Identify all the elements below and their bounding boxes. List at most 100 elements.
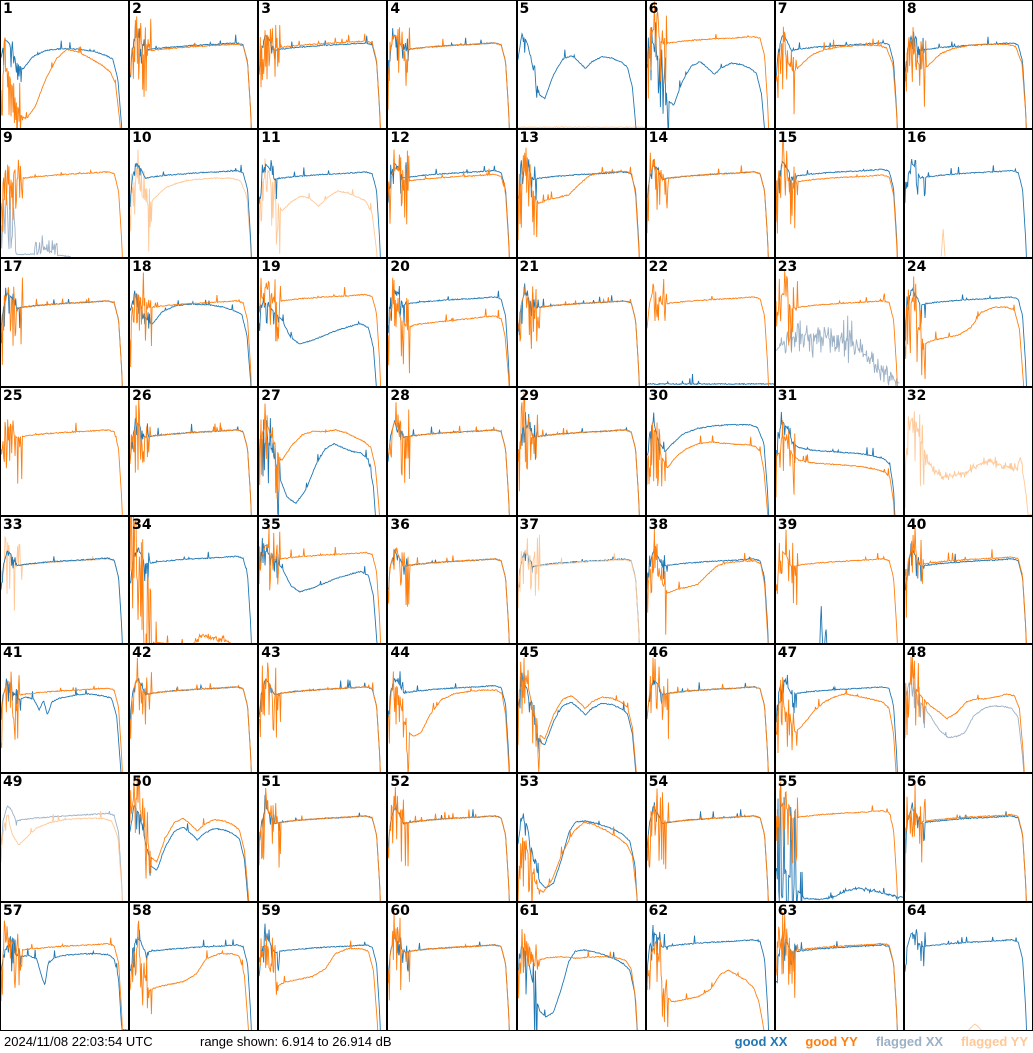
trace-yy	[517, 392, 640, 515]
trace-yy	[259, 277, 382, 386]
panel-number: 15	[777, 129, 798, 146]
trace-xx	[775, 32, 898, 128]
panel-number: 59	[261, 903, 281, 920]
trace-yy	[646, 788, 769, 902]
panel-number: 14	[648, 129, 669, 146]
trace-xx	[904, 929, 1027, 1030]
bandpass-panel-28: 28	[388, 387, 516, 515]
panel-number: 39	[777, 516, 798, 533]
trace-yy	[388, 401, 511, 515]
trace-xx	[646, 540, 769, 644]
bandpass-plot	[388, 401, 511, 515]
bandpass-panel-15: 15	[775, 129, 903, 257]
bandpass-panel-46: 46	[646, 645, 774, 773]
legend-flagged-xx: flagged XX	[875, 1034, 944, 1049]
panel-number: 30	[648, 387, 669, 404]
trace-yy	[775, 677, 897, 773]
bandpass-panel-30: 30	[646, 387, 774, 515]
trace-xx	[1, 38, 123, 128]
bandpass-plot	[388, 546, 511, 644]
bandpass-plot	[1, 418, 123, 515]
trace-yy	[259, 525, 382, 644]
bandpass-plot	[517, 283, 640, 386]
bandpass-plot	[646, 278, 774, 386]
bandpass-plot	[775, 675, 898, 773]
bandpass-panel-52: 52	[388, 774, 516, 902]
trace-xx	[388, 419, 511, 515]
bandpass-panel-35: 35	[259, 516, 387, 644]
bandpass-plot	[130, 149, 252, 257]
trace-yy	[388, 787, 511, 902]
trace-fyy	[130, 149, 252, 257]
bandpass-panel-39: 39	[775, 516, 903, 644]
trace-fxx	[904, 674, 1025, 773]
trace-yy	[1, 277, 123, 386]
bandpass-panel-44: 44	[388, 645, 516, 773]
trace-xx	[1, 287, 123, 386]
trace-xx	[517, 32, 636, 128]
bandpass-plot	[259, 788, 382, 902]
bandpass-panel-16: 16	[904, 129, 1032, 257]
panel-number: 57	[3, 903, 23, 920]
bandpass-plot	[388, 911, 511, 1030]
bandpass-panel-11: 11	[259, 129, 387, 257]
bandpass-plot	[646, 1, 769, 128]
trace-fxx	[1, 193, 71, 257]
trace-yy	[130, 16, 252, 128]
bandpass-panel-56: 56	[904, 774, 1032, 902]
panel-number: 54	[648, 774, 669, 791]
bandpass-panel-33: 33	[1, 516, 129, 644]
panel-number: 37	[519, 516, 539, 533]
panel-number: 17	[3, 258, 23, 275]
trace-yy	[1, 672, 123, 773]
bandpass-plot	[1, 805, 123, 902]
bandpass-panel-47: 47	[775, 645, 903, 773]
trace-yy	[517, 821, 638, 902]
panel-number: 44	[390, 645, 410, 662]
bandpass-plot	[259, 525, 382, 644]
bandpass-panel-64: 64	[904, 903, 1032, 1030]
trace-xx	[130, 25, 252, 128]
legend-good-xx: good XX	[734, 1034, 788, 1049]
trace-xx	[130, 546, 252, 644]
bandpass-plot	[259, 403, 381, 515]
trace-yy	[388, 277, 510, 386]
bandpass-panel-31: 31	[775, 387, 903, 515]
trace-xx	[646, 22, 765, 128]
trace-yy	[130, 920, 249, 1030]
panel-number: 32	[906, 387, 927, 404]
bandpass-plot	[388, 27, 511, 128]
bandpass-plot	[1, 920, 129, 1030]
bandpass-plot	[388, 787, 511, 902]
trace-xx	[130, 678, 252, 773]
bandpass-plot	[1, 159, 123, 257]
trace-xx	[388, 671, 511, 773]
panel-number: 27	[261, 387, 281, 404]
bandpass-panel-42: 42	[130, 645, 258, 773]
bandpass-panel-9: 9	[1, 129, 129, 257]
bandpass-panel-1: 1	[1, 1, 129, 128]
trace-yy	[388, 911, 511, 1030]
trace-yy	[259, 788, 381, 902]
bandpass-plot	[775, 912, 898, 1030]
bandpass-panel-24: 24	[904, 258, 1032, 386]
trace-yy	[388, 149, 511, 257]
bandpass-plot	[259, 662, 382, 773]
bandpass-panel-29: 29	[517, 387, 645, 515]
bandpass-panel-37: 37	[517, 516, 645, 644]
trace-xx	[259, 417, 377, 515]
trace-yy	[646, 528, 769, 644]
trace-yy	[775, 912, 898, 1030]
bandpass-plot	[130, 775, 250, 902]
trace-yy	[130, 516, 233, 644]
trace-yy	[904, 276, 1024, 386]
bandpass-panel-61: 61	[517, 903, 645, 1030]
bandpass-plot	[517, 658, 637, 773]
bandpass-panel-53: 53	[517, 774, 645, 902]
trace-fyy	[517, 534, 640, 644]
bandpass-plot	[904, 656, 1025, 773]
bandpass-plot	[517, 392, 640, 515]
bandpass-plot	[259, 923, 381, 1030]
trace-fyy	[1, 535, 123, 644]
trace-xx	[646, 412, 769, 515]
